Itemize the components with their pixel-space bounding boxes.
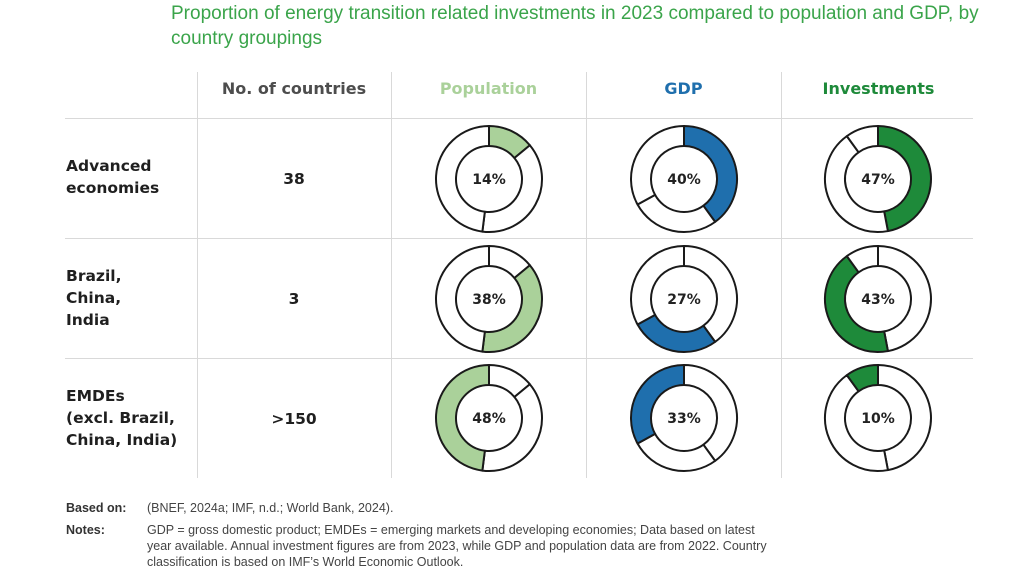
- donut-segment: [481, 144, 543, 233]
- chart-title: Proportion of energy transition related …: [171, 3, 979, 49]
- row-label-brazil-china-india: Brazil, China, India: [66, 265, 121, 331]
- donut-value-label: 14%: [472, 172, 506, 188]
- donut-value-label: 43%: [861, 292, 895, 308]
- donut-gdp-emdes: 33%: [630, 364, 738, 472]
- based-on-text: (BNEF, 2024a; IMF, n.d.; World Bank, 202…: [147, 501, 394, 515]
- donut-segment: [845, 125, 879, 154]
- grid-line-horizontal: [65, 118, 973, 119]
- row-label-line: Brazil,: [66, 267, 122, 285]
- donut-segment-highlight: [824, 255, 889, 353]
- notes-line: GDP = gross domestic product; EMDEs = em…: [147, 523, 755, 537]
- donut-segment-highlight: [636, 313, 717, 353]
- based-on-label: Based on:: [66, 501, 127, 515]
- donut-segment-highlight: [435, 364, 490, 472]
- donut-segment: [636, 193, 717, 233]
- donut-value-label: 33%: [667, 411, 701, 427]
- notes: Notes: GDP = gross domestic product; EMD…: [66, 522, 966, 572]
- row-label-line: EMDEs: [66, 387, 125, 405]
- grid-line-horizontal: [65, 238, 973, 239]
- donut-value-label: 47%: [861, 172, 895, 188]
- notes-text: GDP = gross domestic product; EMDEs = em…: [147, 522, 947, 570]
- notes-line: classification is based on IMF’s World E…: [147, 555, 464, 569]
- donut-segment: [845, 245, 879, 274]
- donut-segment-highlight: [845, 364, 879, 393]
- row-label-line: (excl. Brazil,: [66, 409, 175, 427]
- row-label-advanced-economies: Advanced economies: [66, 155, 159, 199]
- grid-line-horizontal: [65, 358, 973, 359]
- grid-line-vertical: [781, 72, 782, 478]
- donut-gdp-brazil-china-india: 27%: [630, 245, 738, 353]
- donut-value-label: 27%: [667, 292, 701, 308]
- notes-label: Notes:: [66, 523, 105, 537]
- grid-line-vertical: [197, 72, 198, 478]
- donut-segment: [824, 374, 889, 472]
- donut-value-label: 40%: [667, 172, 701, 188]
- row-label-line: economies: [66, 179, 160, 197]
- column-header-gdp: GDP: [664, 79, 703, 98]
- donut-segment: [435, 125, 490, 233]
- donut-segment: [630, 245, 685, 326]
- donut-segment-highlight: [877, 125, 932, 233]
- donut-investments-advanced-economies: 47%: [824, 125, 932, 233]
- country-count-emdes: >150: [271, 410, 317, 428]
- donut-segment-highlight: [481, 264, 543, 353]
- donut-population-brazil-china-india: 38%: [435, 245, 543, 353]
- donut-segment: [630, 125, 685, 206]
- row-label-line: India: [66, 311, 110, 329]
- donut-value-label: 38%: [472, 292, 506, 308]
- donut-population-emdes: 48%: [435, 364, 543, 472]
- country-count-advanced: 38: [283, 170, 305, 188]
- row-label-line: China,: [66, 289, 122, 307]
- column-header-population: Population: [439, 79, 538, 98]
- donut-value-label: 10%: [861, 411, 895, 427]
- donut-segment-highlight: [630, 364, 685, 445]
- donut-segment: [824, 135, 889, 233]
- donut-investments-emdes: 10%: [824, 364, 932, 472]
- donut-gdp-advanced-economies: 40%: [630, 125, 738, 233]
- source-note: Based on: (BNEF, 2024a; IMF, n.d.; World…: [66, 500, 966, 516]
- donut-segment: [435, 245, 490, 353]
- donut-segment: [636, 432, 717, 472]
- column-header-investments: Investments: [822, 79, 935, 98]
- donut-investments-brazil-china-india: 43%: [824, 245, 932, 353]
- row-label-line: China, India): [66, 431, 178, 449]
- donut-segment: [481, 383, 543, 472]
- grid-line-vertical: [586, 72, 587, 478]
- country-count-bci: 3: [288, 290, 300, 308]
- row-label-emdes: EMDEs (excl. Brazil, China, India): [66, 385, 177, 451]
- grid-line-vertical: [391, 72, 392, 478]
- donut-segment: [877, 364, 932, 472]
- donut-value-label: 48%: [472, 411, 506, 427]
- row-label-line: Advanced: [66, 157, 152, 175]
- notes-line: year available. Annual investment figure…: [147, 539, 767, 553]
- donut-segment: [877, 245, 932, 353]
- donut-population-advanced-economies: 14%: [435, 125, 543, 233]
- column-header-countries: No. of countries: [221, 79, 367, 98]
